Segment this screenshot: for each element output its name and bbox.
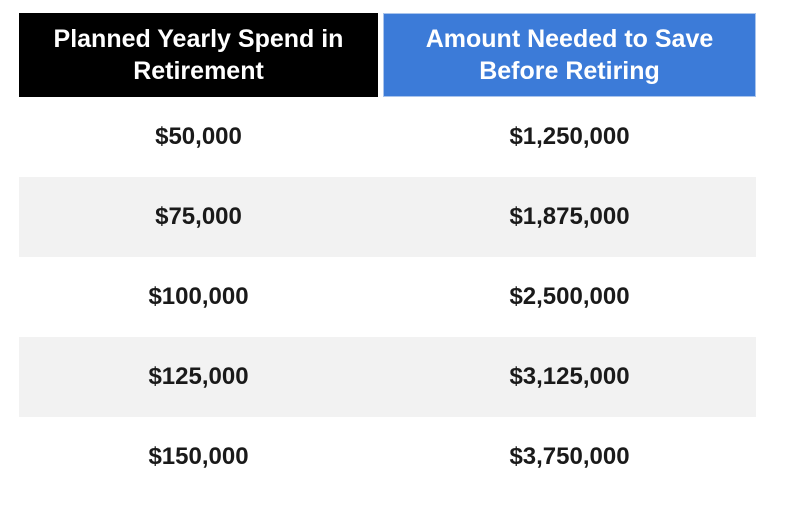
retirement-savings-table: Planned Yearly Spend in Retirement Amoun…	[19, 13, 756, 497]
cell-amount-needed: $2,500,000	[509, 283, 630, 310]
header-cell-amount-needed: Amount Needed to Save Before Retiring	[383, 13, 756, 97]
table-header-row: Planned Yearly Spend in Retirement Amoun…	[19, 13, 756, 97]
table-row: $50,000 $1,250,000	[19, 97, 756, 177]
header-label-amount-needed: Amount Needed to Save Before Retiring	[425, 25, 714, 85]
header-cell-planned-yearly-spend: Planned Yearly Spend in Retirement	[19, 13, 378, 97]
cell-yearly-spend: $50,000	[155, 123, 242, 150]
cell-amount-needed: $1,875,000	[509, 203, 630, 230]
cell-yearly-spend: $125,000	[148, 363, 249, 390]
header-label-planned-yearly-spend: Planned Yearly Spend in Retirement	[53, 25, 344, 85]
table-row: $100,000 $2,500,000	[19, 257, 756, 337]
table-row: $75,000 $1,875,000	[19, 177, 756, 257]
cell-yearly-spend: $75,000	[155, 203, 242, 230]
cell-amount-needed: $3,125,000	[509, 363, 630, 390]
cell-amount-needed: $1,250,000	[509, 123, 630, 150]
cell-yearly-spend: $100,000	[148, 283, 249, 310]
cell-amount-needed: $3,750,000	[509, 443, 630, 470]
table-row: $150,000 $3,750,000	[19, 417, 756, 497]
table-row: $125,000 $3,125,000	[19, 337, 756, 417]
cell-yearly-spend: $150,000	[148, 443, 249, 470]
